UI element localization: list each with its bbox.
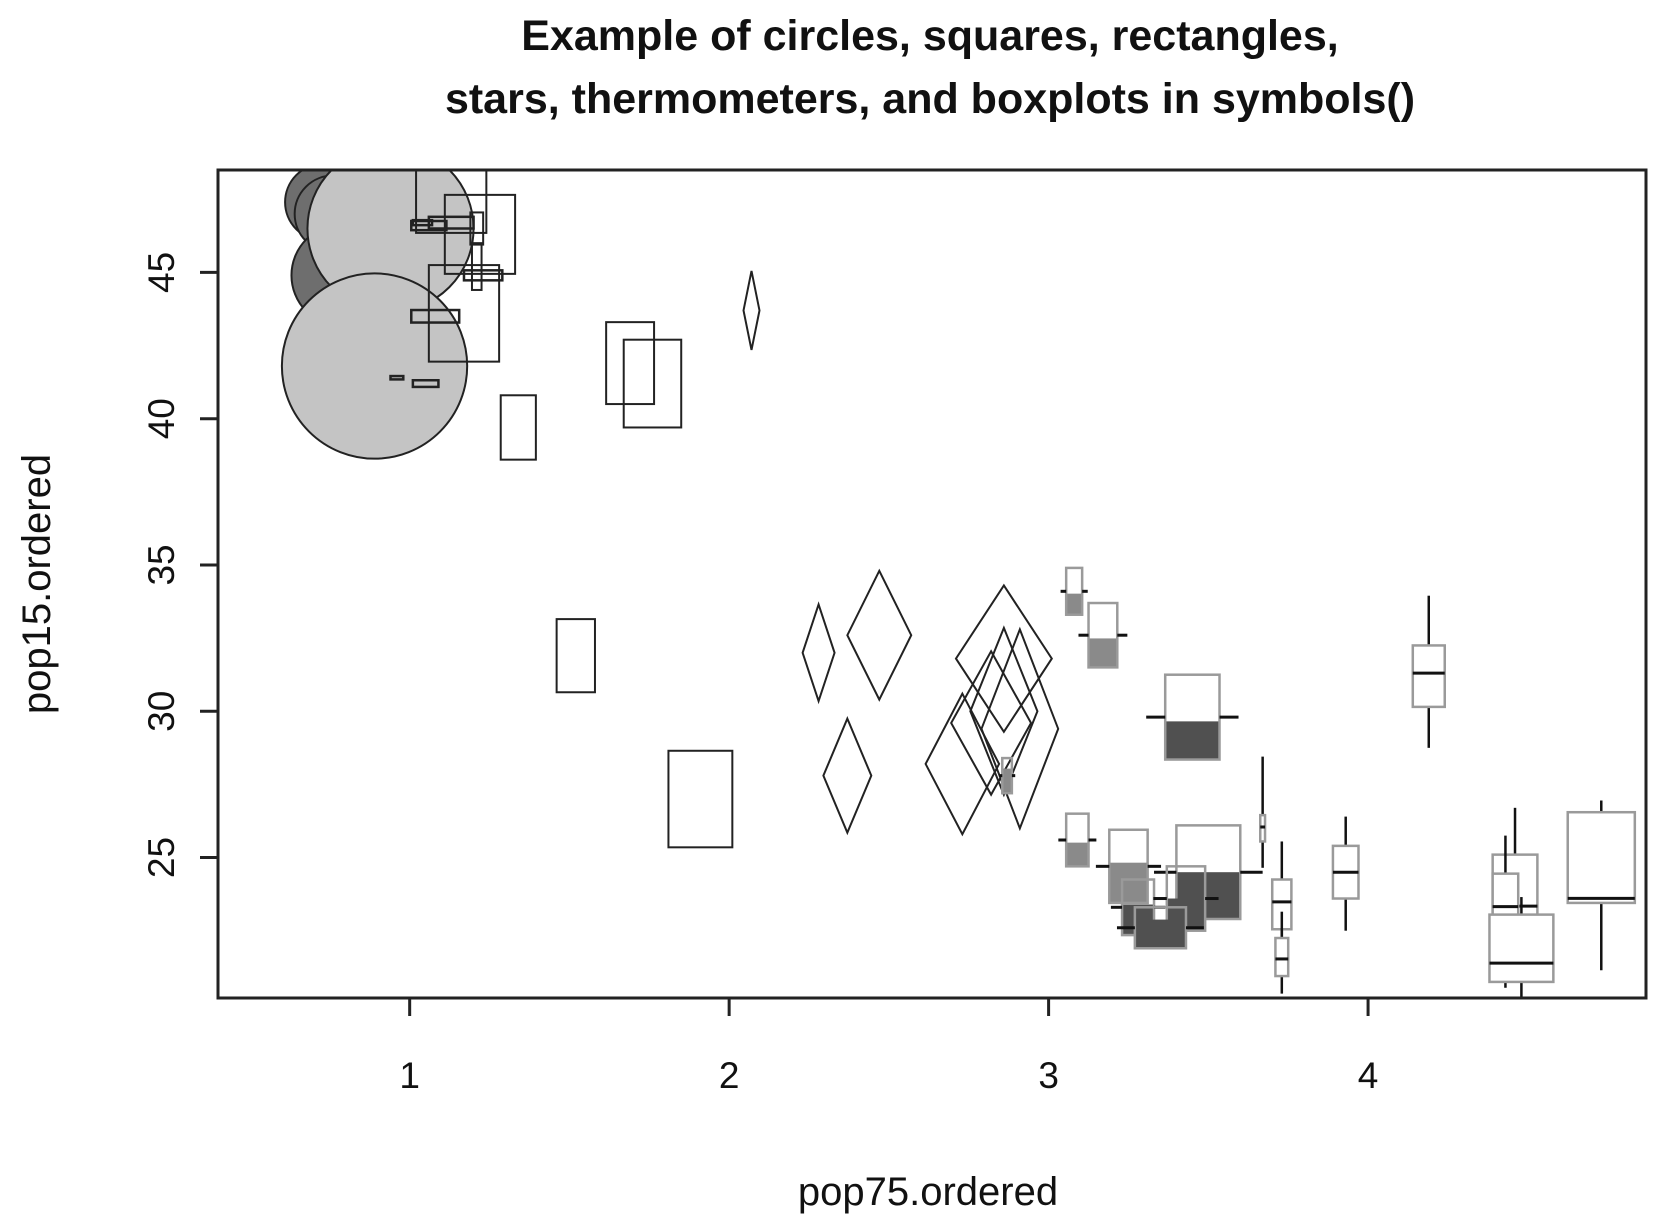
- thermometer-fill: [1002, 768, 1012, 794]
- boxplot-symbol: [1411, 644, 1446, 709]
- square-symbol: [411, 218, 434, 227]
- star-symbol: [954, 583, 1053, 734]
- star-symbol: [969, 625, 1039, 798]
- rectangle-symbol: [667, 749, 734, 849]
- star-symbol: [822, 716, 873, 836]
- square-symbol: [410, 308, 461, 324]
- rectangle-symbol: [443, 193, 517, 275]
- thermometer-fill: [1066, 842, 1089, 867]
- chart-title-line-1: Example of circles, squares, rectangles,: [521, 12, 1338, 60]
- axes-layer: 1 2 3 4 25 30 35 40 45: [141, 252, 1378, 1096]
- star-symbol: [924, 691, 1001, 837]
- star-symbol: [742, 270, 761, 351]
- square-symbol: [411, 378, 440, 389]
- thermometer-fill: [1088, 638, 1118, 668]
- rectangle-symbol: [605, 321, 656, 406]
- square-symbol: [462, 269, 504, 282]
- x-axis-label: pop75.ordered: [798, 1170, 1058, 1214]
- x-tick-label: 4: [1358, 1055, 1379, 1096]
- rectangle-symbol: [470, 242, 483, 291]
- x-tick-label: 1: [399, 1055, 420, 1096]
- thermometer-fill: [1165, 721, 1220, 760]
- boxplot-symbol: [1566, 810, 1637, 905]
- circle-symbol: [280, 272, 469, 460]
- y-tick-label: 40: [141, 398, 182, 439]
- thermometer-fill: [1066, 593, 1083, 615]
- y-axis-label: pop15.ordered: [15, 454, 59, 714]
- x-tick-label: 2: [719, 1055, 740, 1096]
- boxplot-symbol: [1274, 936, 1290, 978]
- thermometer-fill: [1134, 919, 1186, 949]
- chart-title-line-2: stars, thermometers, and boxplots in sym…: [445, 75, 1415, 123]
- y-tick-label: 25: [141, 837, 182, 878]
- y-tick-label: 45: [141, 252, 182, 293]
- rectangle-symbol: [499, 394, 537, 461]
- rectangle-symbol: [555, 618, 596, 694]
- thermometer-fill: [1109, 862, 1148, 903]
- rectangle-symbol: [427, 264, 501, 363]
- symbols-layer: [280, 170, 1637, 998]
- star-symbol: [801, 601, 836, 705]
- y-tick-label: 35: [141, 544, 182, 585]
- star-symbol: [980, 626, 1060, 832]
- rectangle-symbol: [469, 211, 485, 246]
- star-symbol: [846, 568, 913, 702]
- rectangle-symbol: [622, 338, 683, 429]
- rectangle-symbol: [415, 170, 488, 234]
- square-symbol: [427, 215, 475, 230]
- star-symbol: [950, 649, 1033, 797]
- square-symbol: [389, 374, 405, 381]
- x-tick-label: 3: [1038, 1055, 1059, 1096]
- boxplot-symbol: [1488, 913, 1555, 984]
- plot-frame: [216, 168, 1648, 1000]
- y-tick-label: 30: [141, 691, 182, 732]
